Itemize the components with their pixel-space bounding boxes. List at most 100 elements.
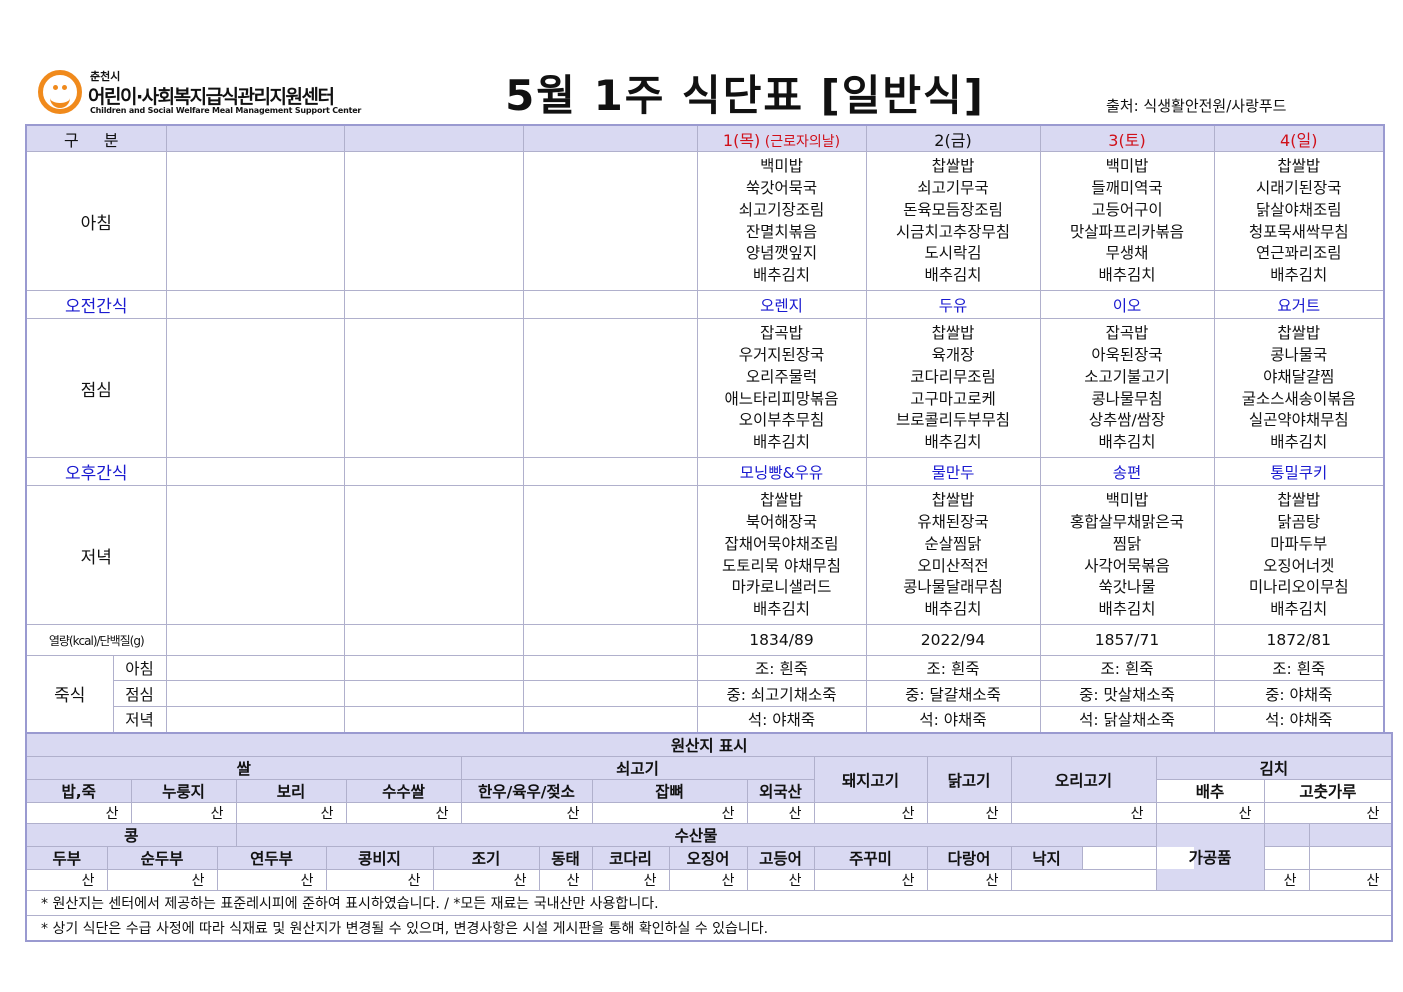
- menu-item: 소고기불고기: [1084, 367, 1170, 386]
- nutrition-day-2: 2022/94: [865, 624, 1041, 656]
- menu-item: 아욱된장국: [1091, 346, 1163, 365]
- menu-table: 구 분 1(목) (근로자의날) 2(금) 3(토) 4(일) 아침 백미밥 쑥갓…: [25, 124, 1385, 734]
- note-origin: * 원산지는 센터에서 제공하는 표준레시피에 준하여 표시하였습니다. / *…: [25, 890, 1393, 916]
- menu-item: 시금치고추장무침: [895, 222, 1011, 241]
- breakfast-day-1: 백미밥 쑥갓어묵국 쇠고기장조림 잔멸치볶음 양념깻잎지 배추김치: [696, 151, 867, 291]
- origin-pollock: 동태: [538, 846, 593, 870]
- origin-squid: 오징어: [668, 846, 748, 870]
- menu-item: 도시락김: [924, 244, 982, 263]
- origin-tuna: 다랑어: [926, 846, 1012, 870]
- menu-item: 북어해장국: [745, 513, 818, 532]
- porridge-breakfast-day-3: 조: 흰죽: [1039, 655, 1215, 681]
- origin-imported: 외국산: [746, 779, 815, 803]
- menu-item: 오미산적전: [917, 556, 989, 575]
- menu-item: 쑥갓어묵국: [745, 179, 818, 198]
- pm-snack-day-1: 모닝빵&우유: [696, 457, 867, 486]
- breakfast-label: 아침: [25, 151, 167, 291]
- origin-kimchi: 김치: [1155, 756, 1393, 780]
- menu-item: 백미밥: [1105, 157, 1149, 176]
- menu-item: 배추김치: [1270, 432, 1328, 451]
- breakfast-day-4: 찹쌀밥 시래기된장국 닭살야채조림 청포묵새싹무침 연근꽈리조림 배추김치: [1213, 151, 1385, 291]
- dinner-day-3: 백미밥 홍합살무채맑은국 찜닭 사각어묵볶음 쑥갓나물 배추김치: [1039, 485, 1215, 625]
- menu-item: 배추김치: [924, 265, 982, 284]
- dinner-day-2: 찹쌀밥 유채된장국 순살찜닭 오미산적전 콩나물달래무침 배추김치: [865, 485, 1041, 625]
- menu-item: 순살찜닭: [924, 534, 982, 553]
- menu-item: 찹쌀밥: [1277, 491, 1321, 510]
- origin-half-dried-pollock: 코다리: [591, 846, 670, 870]
- menu-item: 배추김치: [924, 432, 982, 451]
- am-snack-day-4: 요거트: [1213, 290, 1385, 319]
- menu-item: 잡곡밥: [760, 324, 803, 343]
- menu-item: 고구마고로케: [910, 389, 996, 408]
- day-header-3: 3(토): [1039, 124, 1215, 152]
- porridge-dinner-day-3: 석: 닭살채소죽: [1039, 706, 1215, 733]
- porridge-lunch-day-3: 중: 맛살채소죽: [1039, 680, 1215, 707]
- menu-item: 마파두부: [1270, 534, 1328, 553]
- origin-tofu: 두부: [25, 846, 108, 870]
- porridge-breakfast-day-2: 조: 흰죽: [865, 655, 1041, 681]
- menu-item: 찹쌀밥: [931, 324, 975, 343]
- origin-korean-beef: 한우/육우/젖소: [460, 779, 593, 803]
- lunch-day-4: 찹쌀밥 콩나물국 야채달걀찜 굴소스새송이볶음 실곤약야채무침 배추김치: [1213, 318, 1385, 458]
- breakfast-day-2: 찹쌀밥 쇠고기무국 돈육모듬장조림 시금치고추장무침 도시락김 배추김치: [865, 151, 1041, 291]
- porridge-lunch-day-4: 중: 야채죽: [1213, 680, 1385, 707]
- menu-item: 무생채: [1105, 244, 1149, 263]
- nutrition-day-4: 1872/81: [1213, 624, 1385, 656]
- menu-item: 배추김치: [1098, 599, 1156, 618]
- menu-item: 오징어너겟: [1263, 556, 1335, 575]
- day-header-1: 1(목) (근로자의날): [696, 124, 867, 152]
- smile-logo-icon: [38, 70, 82, 114]
- menu-item: 유채된장국: [917, 513, 989, 532]
- menu-item: 찹쌀밥: [931, 491, 975, 510]
- am-snack-day-3: 이오: [1039, 290, 1215, 319]
- am-snack-day-2: 두유: [865, 290, 1041, 319]
- pm-snack-day-3: 송편: [1039, 457, 1215, 486]
- menu-item: 배추김치: [1270, 599, 1328, 618]
- center-logo: 춘천시 어린이·사회복지급식관리지원센터 Children and Social…: [38, 68, 378, 120]
- origin-rice: 쌀: [25, 756, 462, 780]
- logo-city: 춘천시: [90, 70, 121, 83]
- source-text: 출처: 식생활안전원/사랑푸드: [1106, 97, 1287, 115]
- nutrition-label: 열량(kcal)/단백질(g): [25, 624, 167, 656]
- origin-title: 원산지 표시: [25, 732, 1393, 757]
- menu-item: 콩나물달래무침: [903, 578, 1003, 597]
- pm-snack-label: 오후간식: [25, 457, 167, 486]
- menu-item: 오이부추무침: [738, 411, 825, 430]
- origin-cabbage: 배추: [1155, 779, 1265, 803]
- menu-item: 찹쌀밥: [1277, 324, 1321, 343]
- lunch-label: 점심: [25, 318, 167, 458]
- nutrition-day-3: 1857/71: [1039, 624, 1215, 656]
- menu-item: 홍합살무채맑은국: [1069, 513, 1185, 532]
- menu-item: 닭곰탕: [1277, 513, 1321, 532]
- logo-english: Children and Social Welfare Meal Managem…: [90, 106, 362, 115]
- menu-item: 연근꽈리조림: [1255, 244, 1342, 263]
- origin-okara: 콩비지: [325, 846, 434, 870]
- menu-item: 사각어묵볶음: [1084, 556, 1170, 575]
- origin-barley: 보리: [235, 779, 347, 803]
- menu-item: 콩나물무침: [1091, 389, 1163, 408]
- menu-item: 실곤약야채무침: [1248, 411, 1349, 430]
- menu-item: 고등어구이: [1091, 200, 1163, 219]
- porridge-dinner-day-1: 석: 야채죽: [696, 706, 867, 733]
- menu-item: 콩나물국: [1270, 346, 1328, 365]
- menu-item: 양념깻잎지: [745, 244, 818, 263]
- origin-chicken: 닭고기: [926, 756, 1012, 803]
- porridge-dinner-day-2: 석: 야채죽: [865, 706, 1041, 733]
- menu-item: 찹쌀밥: [760, 491, 803, 510]
- origin-croaker: 조기: [432, 846, 540, 870]
- menu-item: 찹쌀밥: [931, 157, 975, 176]
- menu-item: 육개장: [931, 346, 975, 365]
- porridge-lunch-label: 점심: [112, 680, 167, 707]
- menu-item: 들깨미역국: [1091, 179, 1163, 198]
- menu-item: 마카로니샐러드: [731, 578, 832, 597]
- am-snack-day-1: 오렌지: [696, 290, 867, 319]
- menu-item: 쇠고기장조림: [738, 200, 825, 219]
- page-title: 5월 1주 식단표 [일반식]: [505, 71, 985, 120]
- menu-item: 백미밥: [760, 157, 803, 176]
- day-header-4: 4(일): [1213, 124, 1385, 152]
- menu-item: 배추김치: [752, 599, 811, 618]
- origin-octopus: 낙지: [1010, 846, 1083, 870]
- day-header-2: 2(금): [865, 124, 1041, 152]
- menu-item: 찜닭: [1112, 534, 1142, 553]
- menu-item: 닭살야채조림: [1255, 200, 1342, 219]
